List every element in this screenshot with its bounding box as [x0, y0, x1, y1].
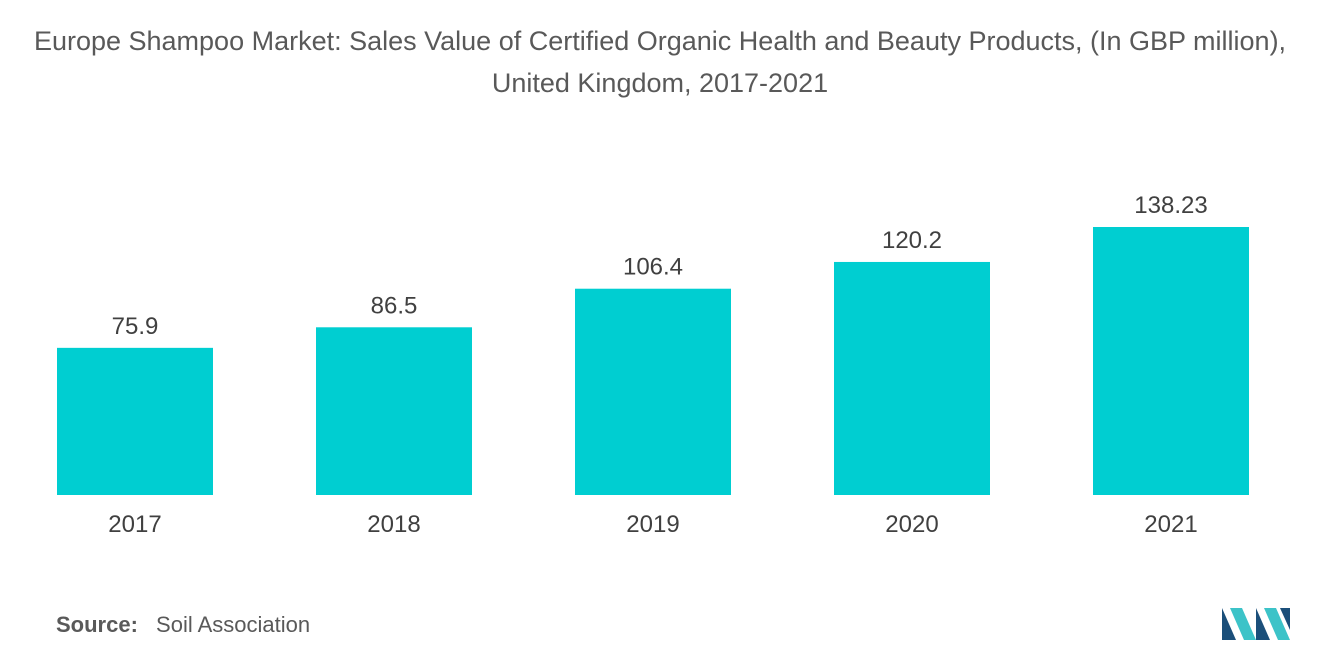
value-label-2019: 106.4: [623, 254, 683, 281]
x-tick-label-2019: 2019: [626, 511, 679, 538]
x-tick-label-2020: 2020: [885, 511, 938, 538]
source-label: Source:: [56, 612, 138, 637]
bar-2020: [834, 261, 990, 495]
value-labels-group: 75.9 86.5 106.4 120.2 138.23: [112, 192, 1208, 340]
mordor-intelligence-logo-icon: [1222, 608, 1290, 640]
x-tick-label-2017: 2017: [108, 511, 161, 538]
bar-chart: 75.9 86.5 106.4 120.2 138.23 2017 2018 2019 202…: [57, 192, 1249, 538]
value-label-2017: 75.9: [112, 313, 159, 340]
bar-2021: [1093, 227, 1249, 495]
value-label-2020: 120.2: [882, 227, 942, 254]
x-axis-ticks: 2017 2018 2019 2020 2021: [108, 511, 1197, 538]
source-text: Soil Association: [156, 612, 311, 637]
bar-2019: [575, 288, 731, 495]
source-note: Source: Soil Association: [56, 612, 310, 638]
bar-2018: [316, 327, 472, 495]
value-label-2018: 86.5: [371, 292, 418, 319]
chart-title: Europe Shampoo Market: Sales Value of Ce…: [33, 26, 1287, 98]
value-label-2021: 138.23: [1134, 192, 1207, 219]
x-tick-label-2018: 2018: [367, 511, 420, 538]
bar-2017: [57, 347, 213, 495]
x-tick-label-2021: 2021: [1144, 511, 1197, 538]
bars-group: [57, 227, 1249, 495]
